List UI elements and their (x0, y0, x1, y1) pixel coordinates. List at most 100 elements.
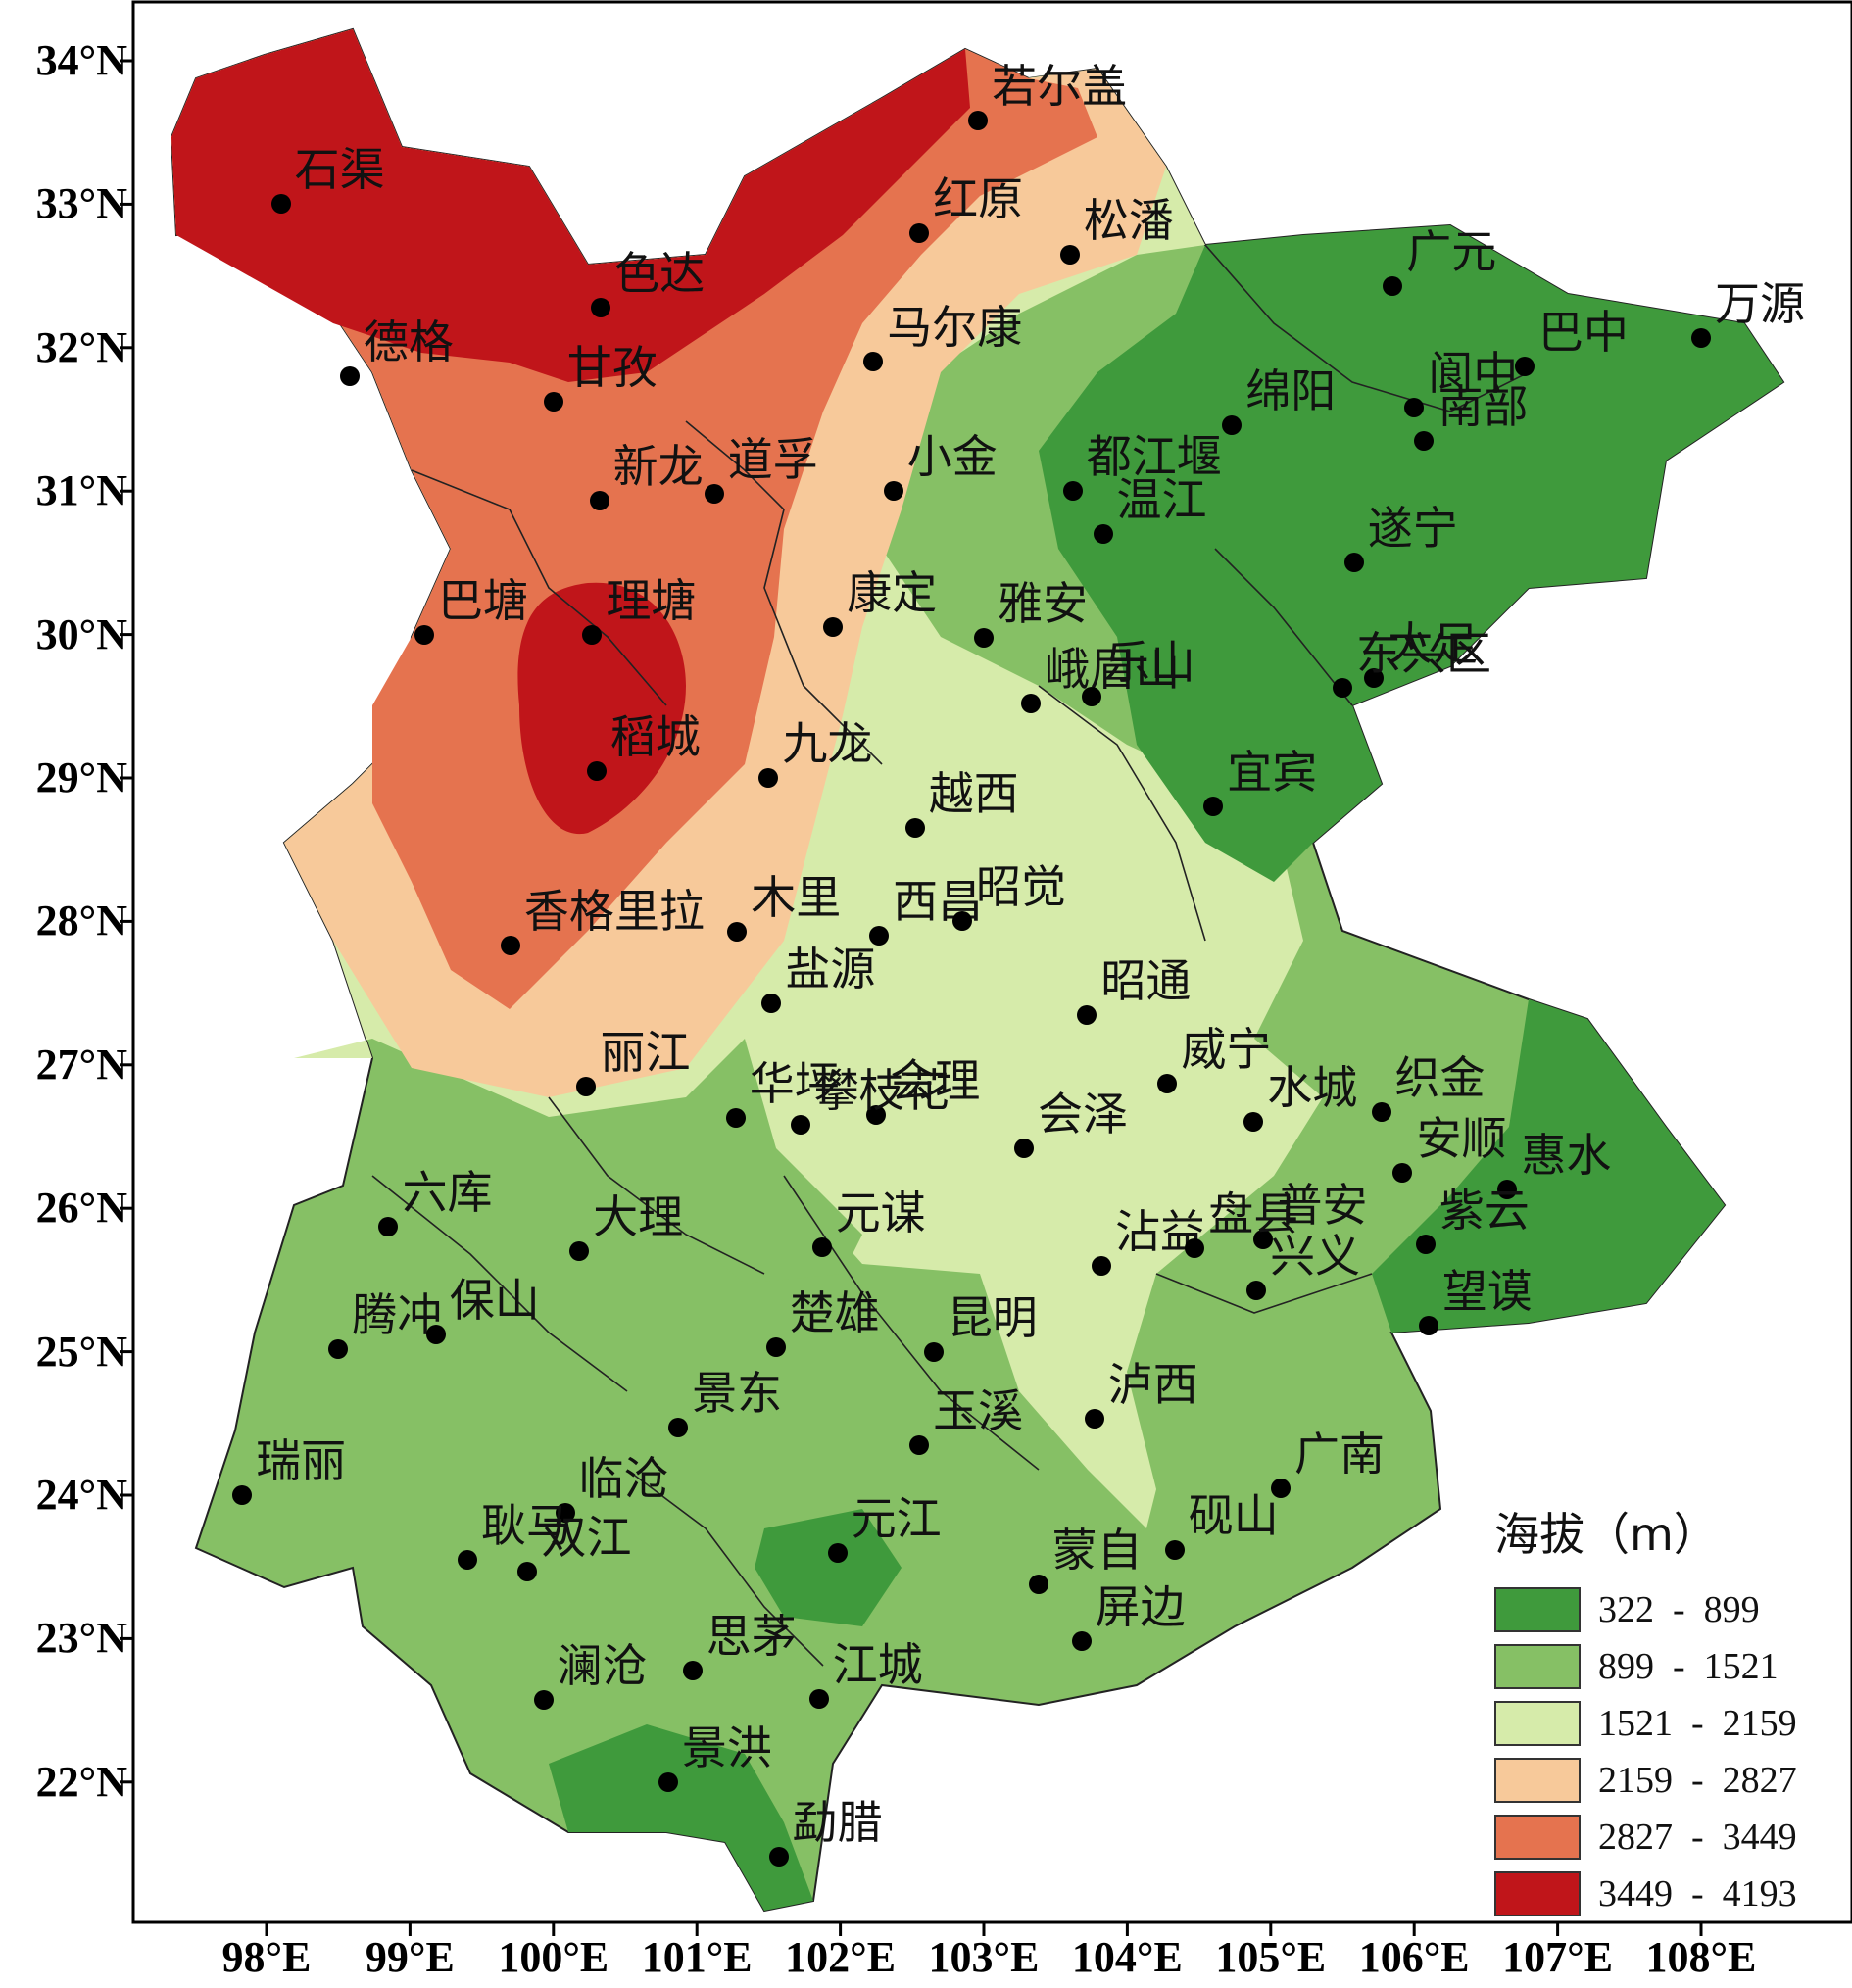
station-label: 阆中 (1428, 347, 1519, 401)
station-marker (582, 624, 603, 645)
station-marker (1013, 1138, 1034, 1158)
station-label: 德格 (363, 315, 454, 369)
station-marker (378, 1217, 399, 1237)
station-marker (1691, 327, 1711, 348)
station-label: 安顺 (1416, 1111, 1507, 1165)
lat-label: 29°N (35, 753, 127, 801)
station-marker (668, 1418, 689, 1438)
legend-swatch (1494, 1701, 1581, 1746)
station-marker (569, 1241, 590, 1262)
station-marker (768, 1846, 789, 1867)
station-label: 雅安 (998, 576, 1088, 630)
station-label: 木里 (751, 870, 842, 924)
station-marker (1271, 1478, 1292, 1498)
legend-title: 海拔（m） (1494, 1508, 1719, 1561)
station-label: 道孚 (727, 433, 818, 487)
legend-range: 2159 - 2827 (1598, 1760, 1797, 1801)
zone-3449-4193-north (171, 29, 970, 382)
station-label: 澜沧 (557, 1639, 648, 1693)
station-label: 景东 (692, 1367, 783, 1421)
station-label: 巴中 (1537, 305, 1629, 359)
station-label: 广元 (1406, 224, 1497, 278)
station-label: 广南 (1294, 1427, 1386, 1480)
station-marker (1415, 1234, 1436, 1254)
station-label: 小金 (906, 430, 998, 484)
station-marker (1062, 481, 1083, 502)
station-label: 昆明 (947, 1290, 1038, 1344)
lon-label: 103°E (928, 1933, 1040, 1981)
station-label: 万源 (1715, 276, 1805, 330)
station-label: 江城 (832, 1637, 923, 1691)
station-marker (232, 1485, 253, 1505)
station-marker (1084, 1409, 1104, 1430)
legend-swatch (1494, 1587, 1581, 1632)
station-marker (758, 768, 779, 788)
station-label: 石渠 (294, 143, 385, 197)
station-marker (270, 194, 291, 215)
station-marker (517, 1561, 538, 1581)
station-marker (414, 624, 435, 645)
zone-322-899-yuanjiang (755, 1509, 902, 1626)
legend-range: 3449 - 4193 (1598, 1873, 1797, 1915)
station-label: 温江 (1116, 473, 1207, 527)
station-label: 巴塘 (438, 573, 529, 627)
station-label: 松潘 (1083, 193, 1174, 247)
lon-label: 108°E (1645, 1933, 1757, 1981)
zone-322-899-southeast (1372, 999, 1725, 1333)
station-marker (1071, 1631, 1092, 1652)
lat-label: 22°N (35, 1757, 127, 1806)
station-label: 瑞丽 (256, 1434, 347, 1487)
station-marker (869, 926, 890, 946)
station-marker (808, 1688, 829, 1709)
zone-3449-4193-daocheng (517, 582, 686, 835)
station-label: 南部 (1438, 379, 1529, 433)
lat-label: 34°N (35, 36, 127, 84)
station-label: 若尔盖 (992, 60, 1128, 114)
lat-label: 23°N (35, 1614, 127, 1663)
station-marker (974, 627, 994, 648)
station-marker (555, 1502, 575, 1523)
legend-range: 322 - 899 (1598, 1589, 1760, 1630)
station-label: 会理 (890, 1054, 981, 1108)
station-label: 楚雄 (789, 1286, 880, 1340)
station-label: 普安 (1277, 1179, 1368, 1233)
station-marker (952, 911, 973, 932)
station-marker (533, 1690, 554, 1711)
station-marker (591, 297, 611, 317)
station-label: 大理 (593, 1190, 684, 1244)
station-marker (339, 366, 360, 387)
station-marker (1414, 430, 1435, 451)
station-label: 绵阳 (1245, 364, 1337, 417)
station-label: 屏边 (1095, 1580, 1186, 1634)
station-label: 华坪 (749, 1056, 840, 1110)
lon-label: 98°E (221, 1933, 312, 1981)
station-label: 泸西 (1107, 1358, 1198, 1412)
station-marker (1157, 1073, 1178, 1093)
legend-swatch (1494, 1815, 1581, 1860)
station-marker (827, 1542, 848, 1563)
lon-label: 104°E (1071, 1933, 1183, 1981)
station-marker (1418, 1316, 1438, 1336)
station-marker (500, 936, 520, 956)
station-marker (727, 921, 748, 942)
lat-label: 24°N (35, 1471, 127, 1519)
station-marker (1246, 1280, 1267, 1300)
station-label: 红原 (933, 171, 1024, 225)
station-label: 乐山 (1104, 635, 1195, 689)
lat-label: 30°N (35, 609, 127, 658)
station-label: 景洪 (681, 1721, 772, 1774)
station-label: 威宁 (1181, 1022, 1272, 1076)
legend-range: 2827 - 3449 (1598, 1817, 1797, 1858)
zone-322-899-jinghong (549, 1724, 813, 1911)
station-marker (1021, 693, 1042, 713)
station-label: 兴义 (1270, 1229, 1361, 1283)
station-marker (457, 1549, 477, 1570)
station-label: 玉溪 (933, 1383, 1024, 1437)
station-label: 都江堰 (1086, 430, 1222, 484)
station-marker (1164, 1539, 1185, 1560)
station-label: 织金 (1394, 1051, 1486, 1105)
station-marker (1222, 414, 1243, 435)
lon-label: 99°E (365, 1933, 455, 1981)
station-label: 耿马 (480, 1498, 571, 1552)
